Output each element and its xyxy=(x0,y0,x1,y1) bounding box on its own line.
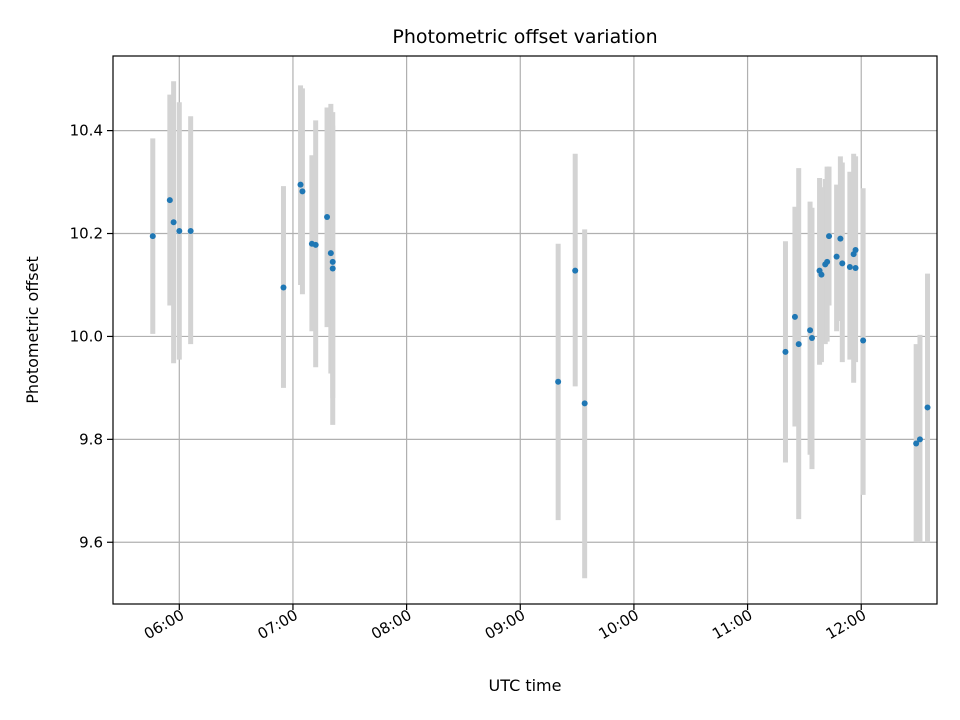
y-tick-label: 9.8 xyxy=(79,430,103,448)
data-point xyxy=(176,227,183,234)
data-points xyxy=(149,181,931,447)
data-point xyxy=(297,181,304,188)
data-point xyxy=(782,348,789,355)
y-axis-label: Photometric offset xyxy=(23,256,42,404)
data-point xyxy=(572,267,579,274)
data-point xyxy=(837,235,844,242)
data-point xyxy=(913,440,920,447)
data-point xyxy=(860,337,867,344)
data-point xyxy=(581,400,588,407)
data-point xyxy=(818,271,825,278)
data-point xyxy=(852,264,859,271)
x-axis-label: UTC time xyxy=(489,676,562,695)
data-point xyxy=(807,327,814,334)
data-point xyxy=(808,334,815,341)
data-point xyxy=(329,258,336,265)
data-point xyxy=(795,341,802,348)
data-point xyxy=(826,233,833,240)
data-point xyxy=(852,246,859,253)
data-point xyxy=(833,253,840,260)
data-point xyxy=(329,265,336,272)
data-point xyxy=(170,219,177,226)
data-point xyxy=(327,250,334,257)
data-point xyxy=(166,197,173,204)
data-point xyxy=(791,313,798,320)
data-point xyxy=(824,258,831,265)
data-point xyxy=(839,260,846,267)
y-tick-label: 10.2 xyxy=(70,225,103,243)
data-point xyxy=(555,378,562,385)
data-point xyxy=(149,233,156,240)
chart-title: Photometric offset variation xyxy=(392,26,657,48)
data-point xyxy=(280,284,287,291)
data-point xyxy=(324,214,331,221)
y-tick-label: 9.6 xyxy=(79,533,103,551)
data-point xyxy=(916,436,923,443)
data-point xyxy=(924,404,931,411)
data-point xyxy=(187,227,194,234)
data-point xyxy=(846,263,853,270)
y-axis: 9.6 9.8 10.0 10.2 10.4 xyxy=(70,122,113,551)
data-point xyxy=(312,241,319,248)
y-tick-label: 10.0 xyxy=(70,327,103,345)
y-tick-label: 10.4 xyxy=(70,122,103,140)
data-point xyxy=(299,188,306,195)
plot-frame xyxy=(112,55,938,605)
